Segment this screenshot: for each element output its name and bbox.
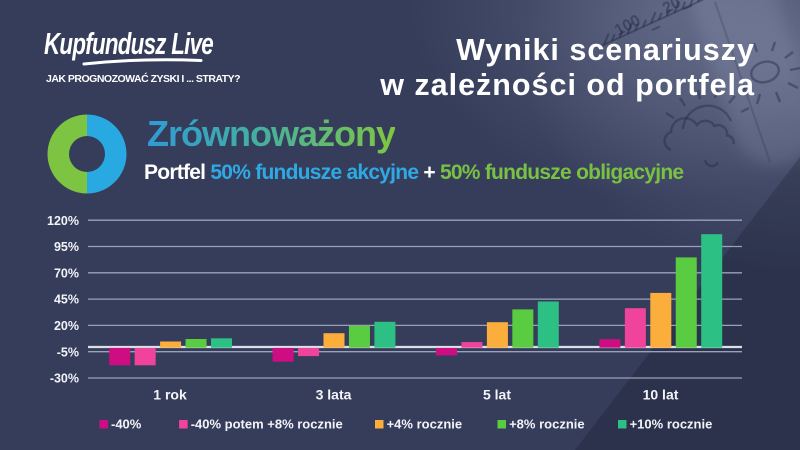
svg-text:120%: 120%: [47, 214, 79, 228]
svg-text:5 lat: 5 lat: [483, 387, 511, 403]
svg-text:10 lat: 10 lat: [643, 387, 679, 403]
svg-text:70%: 70%: [54, 266, 79, 280]
svg-text:20: 20: [660, 0, 684, 18]
svg-text:45%: 45%: [54, 293, 79, 307]
svg-text:-30%: -30%: [50, 372, 79, 386]
svg-text:+4% rocznie: +4% rocznie: [387, 417, 463, 432]
svg-text:+10% rocznie: +10% rocznie: [630, 417, 713, 432]
svg-text:-40%: -40%: [111, 417, 142, 432]
svg-text:-5%: -5%: [57, 345, 79, 359]
svg-text:1 rok: 1 rok: [153, 387, 187, 403]
svg-text:20%: 20%: [54, 319, 79, 333]
svg-text:3 lata: 3 lata: [316, 387, 352, 403]
svg-text:-40% potem +8% rocznie: -40% potem +8% rocznie: [191, 417, 343, 432]
svg-text:+8% rocznie: +8% rocznie: [509, 417, 585, 432]
svg-text:95%: 95%: [54, 240, 79, 254]
